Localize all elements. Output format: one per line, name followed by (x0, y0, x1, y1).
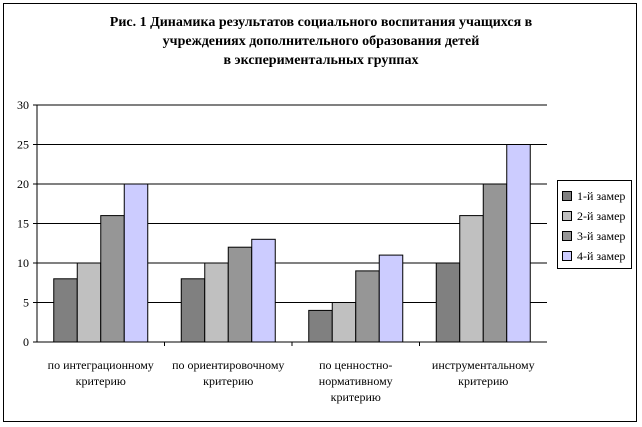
y-tick-label: 10 (17, 256, 29, 270)
axes (33, 104, 547, 346)
x-category-label: инструментальному (432, 358, 535, 372)
legend-label: 4-й замер (577, 248, 626, 263)
bar (227, 246, 253, 343)
y-tick-label: 25 (17, 138, 29, 152)
chart-title-line-2: учреждениях дополнительного образования … (162, 34, 480, 49)
x-category-label: нормативному (319, 374, 393, 388)
x-category-label: по ориентировочному (172, 358, 284, 372)
legend-item: 2-й замер (562, 206, 631, 226)
legend-label: 2-й замер (577, 208, 626, 223)
legend-item: 3-й замер (562, 226, 631, 246)
bar (251, 238, 276, 343)
chart-title: Рис. 1 Динамика результатов социального … (0, 13, 642, 70)
y-tick-label: 20 (17, 177, 29, 191)
legend-swatch (562, 251, 572, 261)
bar (76, 262, 102, 343)
x-category-label: критерию (76, 374, 126, 388)
y-tick-labels: 0 5 10 15 20 25 30 (17, 98, 29, 349)
bar (355, 270, 380, 343)
legend-swatch (562, 211, 572, 221)
legend: 1-й замер 2-й замер 3-й замер 4-й замер (557, 180, 632, 269)
chart-title-line-3: в экспериментальных группах (223, 53, 419, 68)
legend-swatch (562, 191, 572, 201)
legend-swatch (562, 231, 572, 241)
x-category-label: по интеграционному (48, 358, 154, 372)
bar (123, 183, 149, 343)
x-category-label: критерию (331, 390, 381, 404)
bar (459, 215, 484, 343)
bar (308, 309, 333, 343)
x-category-label: критерию (458, 374, 508, 388)
x-category-labels: по интеграционному критерию по ориентирово… (48, 358, 535, 404)
legend-label: 3-й замер (577, 228, 626, 243)
legend-label: 1-й замер (577, 188, 626, 203)
x-category-label: по ценностно- (319, 358, 392, 372)
bar (204, 262, 229, 343)
x-category-label: критерию (203, 374, 253, 388)
chart-title-line-1: Рис. 1 Динамика результатов социального … (109, 15, 533, 30)
bar (378, 254, 404, 343)
bar (100, 215, 125, 343)
bar (435, 262, 461, 343)
y-tick-label: 15 (17, 217, 29, 231)
y-tick-label: 0 (23, 335, 29, 349)
bar (331, 302, 357, 343)
y-tick-label: 30 (17, 98, 29, 112)
chart-frame (3, 3, 637, 422)
bar (506, 144, 531, 343)
bar (482, 183, 508, 343)
y-tick-label: 5 (23, 296, 29, 310)
legend-item: 1-й замер (562, 186, 631, 206)
legend-item: 4-й замер (562, 246, 631, 266)
bar (180, 278, 206, 343)
bars (53, 144, 531, 343)
bar (53, 278, 78, 343)
